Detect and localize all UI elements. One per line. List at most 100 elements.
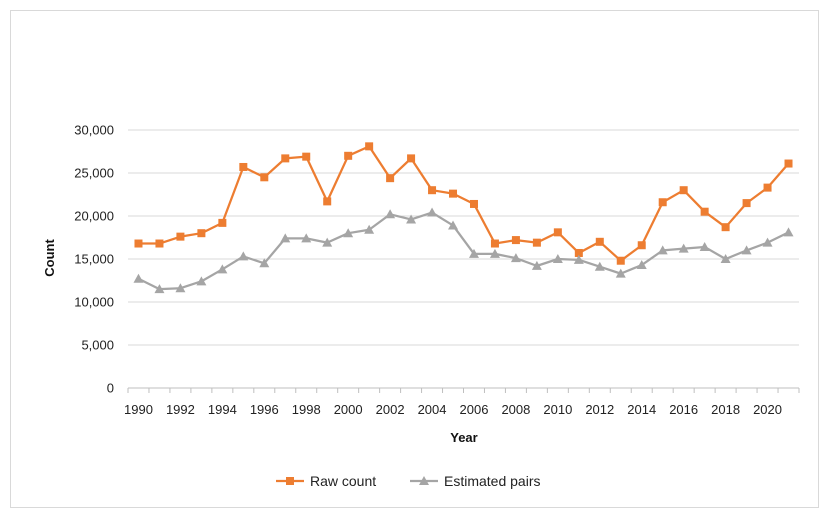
data-point bbox=[658, 198, 667, 207]
x-tick-label: 2016 bbox=[669, 402, 698, 417]
data-point bbox=[636, 260, 647, 270]
data-point bbox=[238, 251, 249, 261]
y-tick-label: 15,000 bbox=[74, 252, 114, 267]
data-point bbox=[469, 199, 478, 208]
data-point bbox=[637, 241, 646, 250]
data-point bbox=[154, 284, 165, 294]
data-point bbox=[784, 159, 793, 168]
x-tick-label: 1998 bbox=[292, 402, 321, 417]
data-point bbox=[574, 248, 583, 257]
x-tick-label: 2020 bbox=[753, 402, 782, 417]
data-point bbox=[615, 268, 626, 278]
y-axis-title: Count bbox=[42, 239, 57, 277]
data-point bbox=[573, 254, 584, 264]
legend-marker bbox=[286, 477, 294, 485]
x-axis-ticks: 1990 1992 1994 1996 1998 2000 2002 2004 2006 2008… bbox=[124, 387, 800, 417]
legend-marker bbox=[419, 476, 429, 485]
y-tick-label: 10,000 bbox=[74, 295, 114, 310]
y-tick-label: 30,000 bbox=[74, 123, 114, 138]
series-raw-count bbox=[134, 142, 793, 265]
data-point bbox=[657, 245, 668, 255]
data-point bbox=[699, 241, 710, 251]
data-point bbox=[280, 233, 291, 243]
data-point bbox=[783, 227, 794, 237]
data-point bbox=[259, 258, 270, 268]
x-tick-label: 2012 bbox=[585, 402, 614, 417]
data-point bbox=[616, 256, 625, 265]
data-point bbox=[762, 237, 773, 247]
y-axis-ticks: 0 5,000 10,000 15,000 20,000 25,000 30,000 bbox=[74, 123, 114, 396]
data-point bbox=[260, 173, 269, 182]
data-point bbox=[155, 239, 164, 248]
data-point bbox=[322, 237, 333, 247]
data-point bbox=[364, 224, 375, 234]
data-point bbox=[386, 174, 395, 183]
x-tick-label: 2018 bbox=[711, 402, 740, 417]
data-point bbox=[428, 186, 437, 195]
data-point bbox=[134, 239, 143, 248]
data-point bbox=[427, 207, 438, 217]
data-point bbox=[406, 214, 417, 224]
data-point bbox=[532, 238, 541, 247]
data-point bbox=[763, 183, 772, 192]
legend-item: Raw count bbox=[276, 473, 376, 489]
data-point bbox=[323, 197, 332, 206]
data-point bbox=[176, 232, 185, 241]
legend: Raw count Estimated pairs bbox=[276, 473, 540, 489]
data-point bbox=[552, 254, 563, 263]
x-tick-label: 2008 bbox=[501, 402, 530, 417]
y-tick-label: 20,000 bbox=[74, 209, 114, 224]
legend-label: Estimated pairs bbox=[444, 473, 540, 489]
y-tick-label: 25,000 bbox=[74, 166, 114, 181]
data-point bbox=[595, 237, 604, 246]
data-point bbox=[407, 154, 416, 163]
data-point bbox=[301, 233, 312, 243]
gridlines bbox=[128, 129, 799, 389]
data-point bbox=[448, 220, 459, 230]
data-point bbox=[343, 228, 354, 238]
data-point bbox=[594, 261, 605, 271]
data-point bbox=[553, 228, 562, 237]
data-point bbox=[468, 248, 479, 258]
data-point bbox=[510, 253, 521, 263]
data-point bbox=[385, 209, 396, 219]
data-point bbox=[175, 283, 186, 293]
data-point bbox=[489, 248, 500, 258]
x-tick-label: 1996 bbox=[250, 402, 279, 417]
x-tick-label: 2002 bbox=[376, 402, 405, 417]
data-point bbox=[133, 273, 144, 283]
data-point bbox=[344, 151, 353, 160]
x-tick-label: 2000 bbox=[334, 402, 363, 417]
y-tick-label: 0 bbox=[107, 381, 114, 396]
data-point bbox=[742, 199, 751, 208]
data-point bbox=[720, 254, 731, 263]
data-point bbox=[741, 245, 752, 255]
data-point bbox=[700, 207, 709, 216]
x-tick-label: 2014 bbox=[627, 402, 656, 417]
data-point bbox=[302, 152, 311, 161]
data-point bbox=[490, 239, 499, 248]
x-axis-title: Year bbox=[450, 430, 477, 445]
data-point bbox=[239, 162, 248, 171]
chart-frame bbox=[10, 10, 819, 508]
y-tick-label: 5,000 bbox=[81, 338, 114, 353]
data-point bbox=[218, 218, 227, 227]
data-point bbox=[196, 276, 207, 286]
x-tick-label: 2010 bbox=[543, 402, 572, 417]
data-point bbox=[679, 186, 688, 195]
data-point bbox=[449, 189, 458, 198]
legend-label: Raw count bbox=[310, 473, 376, 489]
data-point bbox=[721, 223, 730, 232]
series-estimated-pairs bbox=[133, 207, 794, 294]
series-line bbox=[138, 145, 790, 262]
series-group bbox=[133, 142, 794, 294]
legend-item: Estimated pairs bbox=[410, 473, 540, 489]
x-tick-label: 1990 bbox=[124, 402, 153, 417]
series-line bbox=[137, 211, 790, 291]
x-tick-label: 1994 bbox=[208, 402, 237, 417]
x-tick-label: 2006 bbox=[460, 402, 489, 417]
data-point bbox=[281, 154, 290, 163]
data-point bbox=[511, 236, 520, 245]
data-point bbox=[217, 264, 228, 274]
